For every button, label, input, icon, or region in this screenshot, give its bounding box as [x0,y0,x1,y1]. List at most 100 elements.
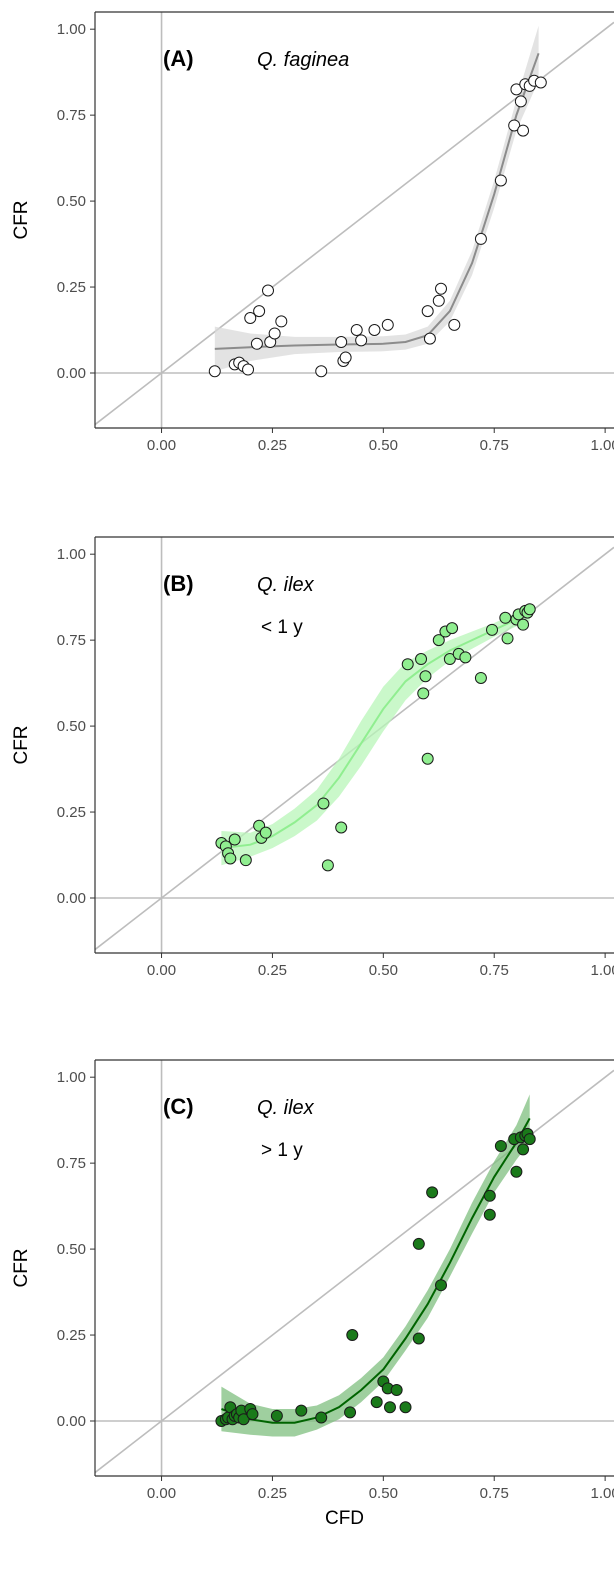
x-axis-title: CFD [325,1508,364,1529]
data-point [517,618,530,631]
panel-letter: (C) [163,1094,194,1119]
data-point [459,651,472,664]
data-point [275,315,288,328]
data-point [523,603,536,616]
data-point [421,752,434,765]
chart-panel-2: 0.00 0.00 0.25 0.25 0.50 0.50 0.75 0.75 1.00 1.00… [11,536,614,979]
confidence-band [214,25,539,372]
x-tick-label: 0.25 [258,1485,287,1502]
data-point [259,826,272,839]
data-point [417,687,430,700]
data-point [250,337,263,350]
y-tick-label: 0.00 [57,1413,86,1430]
x-tick-label: 0.25 [258,962,287,979]
confidence-band [221,604,530,866]
data-point [443,653,456,666]
data-point [315,365,328,378]
data-point [517,124,530,137]
data-point [423,332,436,345]
y-tick-label: 1.00 [57,546,86,563]
species-label: Q. ilex [257,1097,315,1119]
data-point [239,854,252,867]
data-point [335,821,348,834]
data-point [350,324,363,337]
plot-area [95,537,614,953]
x-tick-label: 0.00 [147,962,176,979]
plot-area [95,12,614,428]
chart-panel-3: 0.00 0.00 0.25 0.25 0.50 0.50 0.75 0.75 1.00 1.00… [11,1059,614,1529]
chart-panel-1: 0.00 0.00 0.25 0.25 0.50 0.50 0.75 0.75 1.00 1.00… [11,11,614,454]
y-tick-label: 0.75 [57,632,86,649]
data-point [486,623,499,636]
data-point [335,336,348,349]
data-point [344,1406,357,1419]
x-tick-label: 1.00 [591,437,614,454]
x-tick-label: 0.25 [258,437,287,454]
x-tick-label: 0.50 [369,1485,398,1502]
data-point [346,1329,359,1342]
x-tick-label: 0.50 [369,962,398,979]
y-tick-label: 0.50 [57,1241,86,1258]
y-axis-title: CFR [11,1248,32,1287]
data-point [270,1409,283,1422]
data-point [381,318,394,331]
data-point [510,83,523,96]
data-point [426,1186,439,1199]
data-point [355,334,368,347]
x-tick-label: 0.75 [480,1485,509,1502]
data-point [494,1139,507,1152]
species-label: Q. ilex [257,574,315,596]
x-tick-label: 0.00 [147,437,176,454]
data-point [412,1237,425,1250]
x-tick-label: 0.75 [480,437,509,454]
data-point [315,1411,328,1424]
age-label: < 1 y [261,617,303,638]
data-point [268,327,281,340]
panel-letter: (B) [163,571,194,596]
data-point [370,1396,383,1409]
confidence-band [221,1094,530,1437]
data-point [383,1401,396,1414]
data-point [390,1384,403,1397]
data-point [228,833,241,846]
data-point [419,670,432,683]
y-tick-label: 0.25 [57,1327,86,1344]
data-point [244,311,257,324]
data-point [523,1133,536,1146]
data-point [499,611,512,624]
y-tick-label: 0.50 [57,718,86,735]
y-tick-label: 0.25 [57,804,86,821]
data-point [208,365,221,378]
data-point [412,1332,425,1345]
y-tick-label: 0.75 [57,1155,86,1172]
y-axis-title: CFR [11,725,32,764]
data-point [421,305,434,318]
data-point [262,284,274,297]
fit-line [221,1117,531,1424]
data-point [474,232,487,245]
x-tick-label: 1.00 [591,1485,614,1502]
data-point [446,622,459,635]
data-point [321,859,334,872]
data-point [448,318,461,331]
data-point [517,1143,530,1156]
data-point [494,174,507,187]
plot-area [95,1060,614,1476]
y-tick-label: 0.00 [57,890,86,907]
data-point [435,1279,447,1292]
x-tick-label: 0.75 [480,962,509,979]
y-tick-label: 0.75 [57,107,86,124]
data-point [474,671,487,684]
data-point [339,351,352,364]
data-point [368,324,381,337]
age-label: > 1 y [261,1140,303,1161]
fit-line [221,611,531,850]
data-point [534,76,547,89]
data-point [435,282,447,295]
data-point [432,634,445,647]
data-point [514,95,527,108]
data-point [237,1413,250,1426]
y-tick-label: 0.00 [57,365,86,382]
y-tick-label: 1.00 [57,21,86,38]
data-point [501,632,514,645]
